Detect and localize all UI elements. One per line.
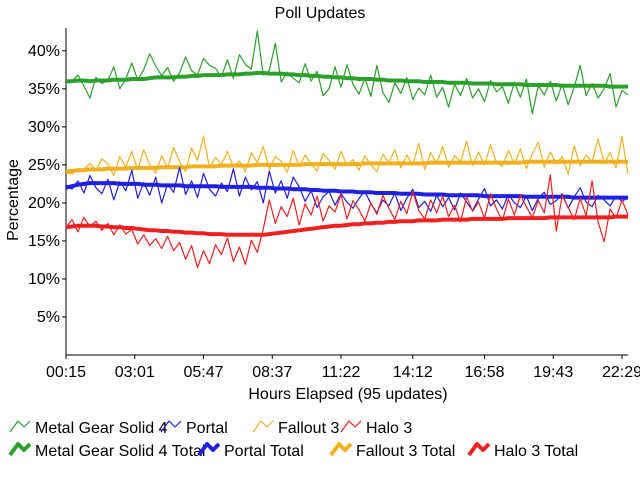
legend-label: Portal Total (224, 443, 304, 460)
legend-swatch (160, 420, 182, 433)
legend-label: Fallout 3 Total (356, 443, 455, 460)
chart-legend: Metal Gear Solid 4 Portal Fallout 3 Halo 3 M… (8, 420, 578, 460)
legend-swatch (329, 442, 353, 457)
legend-label: Halo 3 Total (494, 443, 578, 460)
y-tick-label: 40% (28, 43, 60, 60)
series-line-halo-3-total (65, 214, 628, 237)
chart-title: Poll Updates (275, 5, 366, 22)
y-tick-label: 30% (28, 119, 60, 136)
x-tick-label: 14:12 (393, 364, 433, 381)
legend-label: Fallout 3 (278, 420, 339, 437)
series-line-metal-gear-solid-4-total (66, 70, 628, 89)
x-tick-label: 11:22 (322, 364, 361, 381)
legend-swatch (197, 442, 221, 457)
y-tick-label: 25% (28, 157, 60, 174)
x-tick-label: 03:01 (115, 364, 155, 381)
legend-label: Halo 3 (366, 420, 412, 437)
series-line-halo-3 (65, 174, 629, 269)
legend-swatch (9, 420, 31, 433)
legend-swatch (8, 442, 32, 457)
legend-label: Metal Gear Solid 4 Total (35, 443, 205, 460)
series-line-portal-total (65, 181, 628, 200)
x-axis-label: Hours Elapsed (95 updates) (248, 386, 447, 403)
legend-swatch (340, 420, 362, 433)
x-tick-label: 16:58 (464, 364, 504, 381)
y-tick-label: 35% (28, 81, 60, 98)
y-tick-label: 10% (28, 271, 60, 288)
legend-label: Portal (186, 420, 228, 437)
x-tick-label: 05:47 (183, 364, 223, 381)
y-tick-label: 5% (37, 309, 60, 326)
series-line-metal-gear-solid-4 (65, 30, 629, 115)
plot-area (65, 30, 629, 269)
legend-swatch (252, 420, 274, 433)
x-tick-label: 22:29 (602, 364, 640, 381)
x-tick-label: 08:37 (252, 364, 292, 381)
x-tick-label: 19:43 (533, 364, 573, 381)
y-axis-label: Percentage (5, 159, 22, 241)
y-tick-label: 15% (28, 233, 60, 250)
legend-label: Metal Gear Solid 4 (35, 420, 168, 437)
y-tick-label: 20% (28, 195, 60, 212)
x-tick-label: 00:15 (46, 364, 86, 381)
chart-axes: 5% 10% 15% 20% 25% 30% 35% 40% 00:15 03:01 05:47 08… (28, 28, 640, 381)
legend-swatch (467, 442, 491, 457)
series-line-portal (65, 166, 629, 214)
series-line-fallout-3 (65, 135, 629, 177)
